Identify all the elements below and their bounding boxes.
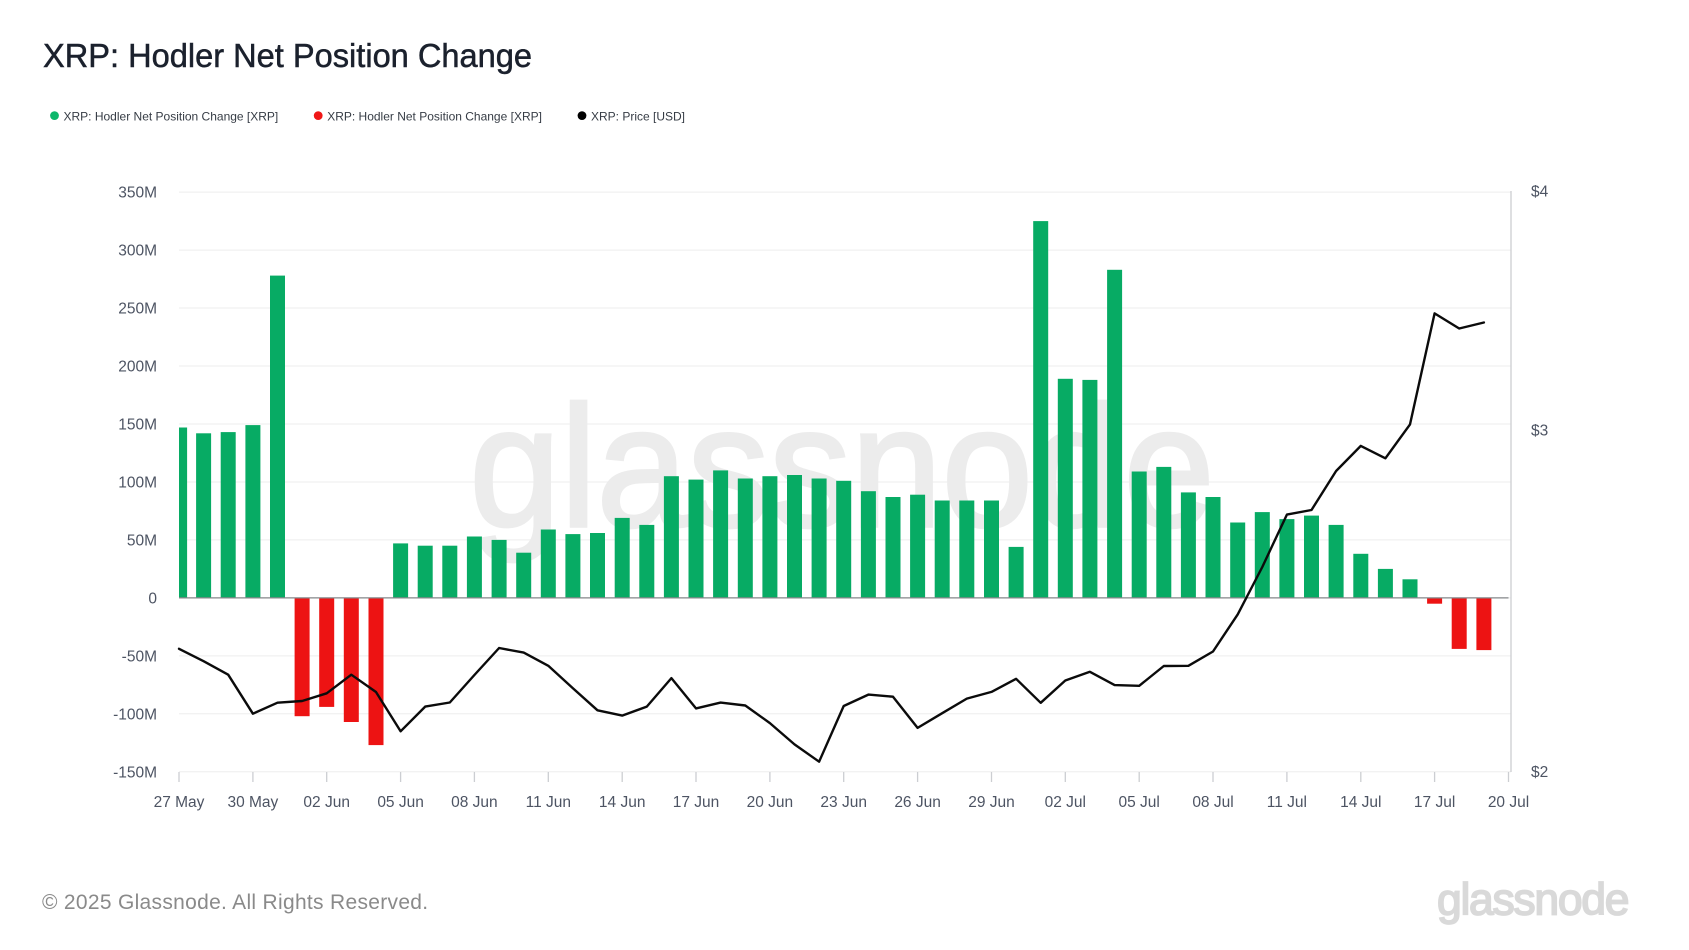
svg-text:© 2025 Glassnode. All Rights R: © 2025 Glassnode. All Rights Reserved. xyxy=(42,891,428,914)
svg-text:11 Jun: 11 Jun xyxy=(526,794,571,811)
svg-text:14 Jun: 14 Jun xyxy=(599,794,646,811)
svg-text:23 Jun: 23 Jun xyxy=(820,794,867,811)
svg-text:27 May: 27 May xyxy=(154,794,205,811)
svg-text:-150M: -150M xyxy=(113,764,157,781)
svg-text:100M: 100M xyxy=(118,475,157,492)
svg-text:glassnode: glassnode xyxy=(1437,876,1628,925)
svg-text:17 Jul: 17 Jul xyxy=(1414,794,1455,811)
svg-text:50M: 50M xyxy=(127,532,157,549)
svg-text:05 Jul: 05 Jul xyxy=(1119,794,1160,811)
svg-text:17 Jun: 17 Jun xyxy=(673,794,720,811)
svg-text:11 Jul: 11 Jul xyxy=(1267,794,1307,811)
svg-text:XRP: Hodler Net Position Chang: XRP: Hodler Net Position Change xyxy=(43,37,532,74)
svg-text:XRP: Hodler Net Position Chang: XRP: Hodler Net Position Change [XRP] xyxy=(327,109,542,123)
svg-text:08 Jun: 08 Jun xyxy=(451,794,498,811)
svg-text:0: 0 xyxy=(148,590,157,607)
svg-text:02 Jun: 02 Jun xyxy=(303,794,350,811)
svg-text:-100M: -100M xyxy=(113,706,157,723)
svg-text:20 Jun: 20 Jun xyxy=(747,794,794,811)
svg-text:$2: $2 xyxy=(1531,764,1548,781)
svg-text:150M: 150M xyxy=(118,417,157,434)
svg-text:XRP: Price [USD]: XRP: Price [USD] xyxy=(591,109,685,123)
svg-text:29 Jun: 29 Jun xyxy=(968,794,1015,811)
svg-text:200M: 200M xyxy=(118,359,157,376)
svg-text:$3: $3 xyxy=(1531,423,1548,440)
svg-text:30 May: 30 May xyxy=(227,794,278,811)
svg-text:350M: 350M xyxy=(118,185,157,202)
svg-text:300M: 300M xyxy=(118,243,157,260)
svg-text:XRP: Hodler Net Position Chang: XRP: Hodler Net Position Change [XRP] xyxy=(64,109,279,123)
svg-text:08 Jul: 08 Jul xyxy=(1192,794,1233,811)
svg-text:05 Jun: 05 Jun xyxy=(377,794,424,811)
svg-text:250M: 250M xyxy=(118,301,157,318)
svg-text:14 Jul: 14 Jul xyxy=(1340,794,1381,811)
svg-text:20 Jul: 20 Jul xyxy=(1488,794,1529,811)
svg-text:-50M: -50M xyxy=(122,648,157,665)
svg-text:$4: $4 xyxy=(1531,184,1549,201)
svg-text:26 Jun: 26 Jun xyxy=(894,794,941,811)
svg-text:02 Jul: 02 Jul xyxy=(1045,794,1086,811)
